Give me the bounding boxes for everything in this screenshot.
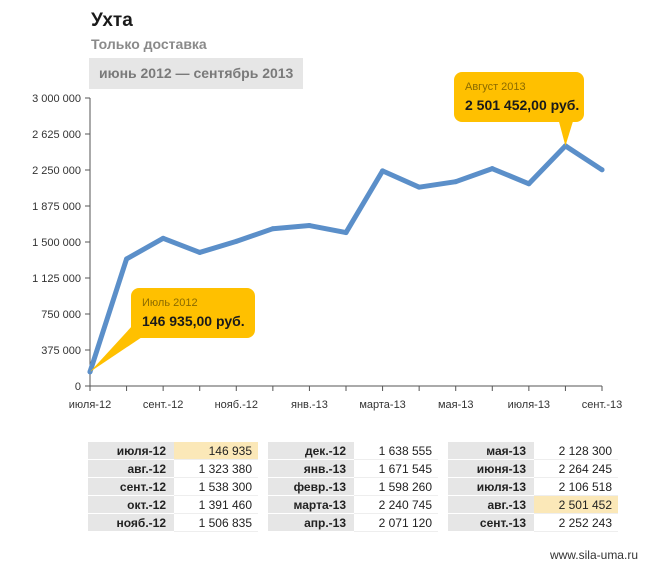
table-row: мая-13 2 128 300 — [448, 442, 618, 460]
source-link[interactable]: www.sila-uma.ru — [549, 548, 638, 562]
table-row: дек.-12 1 638 555 — [268, 442, 438, 460]
x-tick-label: июля-13 — [508, 399, 550, 411]
y-tick-label: 1 125 000 — [32, 273, 81, 285]
table-month-label: апр.-13 — [268, 513, 354, 532]
x-tick-label: мая-13 — [438, 399, 474, 411]
data-table-2: дек.-12 1 638 555 янв.-13 1 671 545 февр.-13… — [268, 442, 438, 532]
x-tick-label: июля-12 — [69, 399, 111, 411]
callout-box — [131, 288, 255, 338]
table-value: 146 935 — [174, 442, 258, 460]
data-point — [124, 256, 130, 262]
table-month-label: сент.-12 — [88, 477, 174, 496]
callout-box — [454, 72, 584, 122]
y-tick-label: 1 875 000 — [32, 201, 81, 213]
table-value: 1 638 555 — [354, 442, 438, 460]
table-row: июля-12 146 935 — [88, 442, 258, 460]
x-tick-label: нояб.-12 — [215, 399, 258, 411]
data-table-3: мая-13 2 128 300 июня-13 2 264 245 июля-13 2 … — [448, 442, 618, 532]
table-row: июня-13 2 264 245 — [448, 459, 618, 478]
y-tick-label: 2 250 000 — [32, 165, 81, 177]
table-value: 2 071 120 — [354, 513, 438, 532]
table-month-label: июня-13 — [448, 459, 534, 478]
page-title: Ухта — [91, 10, 133, 31]
table-value: 1 391 460 — [174, 495, 258, 514]
x-tick-label: сент.-12 — [143, 399, 183, 411]
table-value: 1 671 545 — [354, 459, 438, 478]
callout-first: Июль 2012 146 935,00 руб. — [90, 288, 255, 372]
data-point — [453, 179, 459, 185]
table-value: 2 240 745 — [354, 495, 438, 514]
y-tick-label: 2 625 000 — [32, 129, 81, 141]
data-table-1: июля-12 146 935 авг.-12 1 323 380 сент.-12 1 … — [88, 442, 258, 532]
callout-pointer — [90, 325, 160, 372]
table-month-label: дек.-12 — [268, 442, 354, 460]
table-row: сент.-13 2 252 243 — [448, 513, 618, 532]
data-point — [233, 238, 239, 244]
y-tick-label: 375 000 — [41, 345, 81, 357]
table-value: 2 264 245 — [534, 459, 618, 478]
y-tick-label: 3 000 000 — [32, 93, 81, 105]
callout-value: 2 501 452,00 руб. — [465, 97, 579, 113]
table-month-label: авг.-13 — [448, 495, 534, 514]
callout-value: 146 935,00 руб. — [142, 313, 245, 329]
callout-label: Август 2013 — [465, 81, 526, 93]
line-chart: 0 375 000 750 000 1 125 000 1 500 000 1 875 0… — [32, 72, 622, 411]
data-point — [526, 181, 532, 187]
x-tick-label: сент.-13 — [582, 399, 622, 411]
table-month-label: авг.-12 — [88, 459, 174, 478]
table-month-label: сент.-13 — [448, 513, 534, 532]
data-point — [306, 223, 312, 229]
y-tick-label: 1 500 000 — [32, 237, 81, 249]
data-point — [599, 167, 605, 173]
table-month-label: февр.-13 — [268, 477, 354, 496]
table-month-label: янв.-13 — [268, 459, 354, 478]
table-row: янв.-13 1 671 545 — [268, 459, 438, 478]
data-point — [380, 168, 386, 174]
table-month-label: июля-13 — [448, 477, 534, 496]
table-month-label: июля-12 — [88, 442, 174, 460]
table-row: июля-13 2 106 518 — [448, 477, 618, 496]
table-month-label: нояб.-12 — [88, 513, 174, 532]
table-value: 2 106 518 — [534, 477, 618, 496]
x-tick-label: янв.-13 — [291, 399, 328, 411]
callout-label: Июль 2012 — [142, 297, 198, 309]
table-value: 2 128 300 — [534, 442, 618, 460]
table-month-label: мая-13 — [448, 442, 534, 460]
table-row: апр.-13 2 071 120 — [268, 513, 438, 532]
table-row: сент.-12 1 538 300 — [88, 477, 258, 496]
period-badge: июнь 2012 — сентябрь 2013 — [89, 58, 304, 89]
table-value: 1 598 260 — [354, 477, 438, 496]
callout-pointer — [558, 118, 574, 146]
y-tick-label: 750 000 — [41, 309, 81, 321]
table-row: авг.-13 2 501 452 — [448, 495, 618, 514]
table-row: нояб.-12 1 506 835 — [88, 513, 258, 532]
data-point — [343, 230, 349, 236]
table-month-label: марта-13 — [268, 495, 354, 514]
page-subtitle: Только доставка — [91, 36, 207, 52]
table-value: 1 506 835 — [174, 513, 258, 532]
table-row: февр.-13 1 598 260 — [268, 477, 438, 496]
table-value: 2 501 452 — [534, 495, 618, 514]
table-row: марта-13 2 240 745 — [268, 495, 438, 514]
data-point — [197, 249, 203, 255]
table-value: 1 538 300 — [174, 477, 258, 496]
data-point — [270, 226, 276, 232]
callout-max: Август 2013 2 501 452,00 руб. — [454, 72, 584, 146]
data-point — [416, 184, 422, 190]
table-row: авг.-12 1 323 380 — [88, 459, 258, 478]
table-month-label: окт.-12 — [88, 495, 174, 514]
data-point — [160, 235, 166, 241]
table-row: окт.-12 1 391 460 — [88, 495, 258, 514]
x-tick-label: марта-13 — [359, 399, 406, 411]
data-point — [489, 166, 495, 172]
table-value: 2 252 243 — [534, 513, 618, 532]
y-tick-label: 0 — [75, 381, 81, 393]
table-value: 1 323 380 — [174, 459, 258, 478]
